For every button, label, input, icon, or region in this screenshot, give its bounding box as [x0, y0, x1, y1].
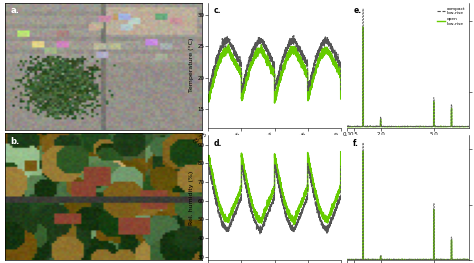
Y-axis label: Rel. humidity (%): Rel. humidity (%): [190, 171, 194, 225]
Text: e.: e.: [353, 6, 361, 15]
Y-axis label: Temperature (°C): Temperature (°C): [190, 38, 194, 92]
Text: c.: c.: [214, 6, 221, 15]
Text: f.: f.: [353, 139, 359, 148]
Legend: compact
low-rise, open
low-rise: compact low-rise, open low-rise: [436, 5, 467, 27]
Text: a.: a.: [10, 6, 19, 16]
Text: b.: b.: [10, 137, 20, 146]
Text: d.: d.: [214, 139, 222, 148]
